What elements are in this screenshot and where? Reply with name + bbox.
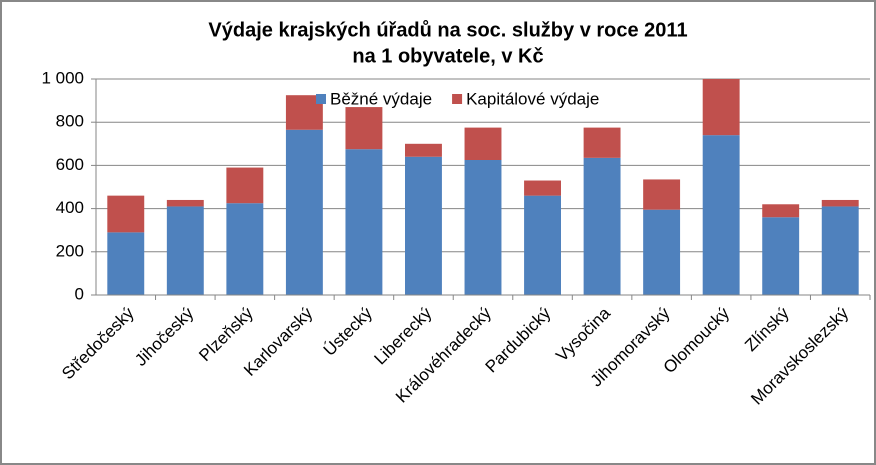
bar-segment: [821, 199, 859, 207]
bar-segment: [166, 206, 204, 295]
chart-title: Výdaje krajských úřadů na soc. služby v …: [208, 19, 687, 41]
y-tick-label: 1 000: [41, 68, 84, 87]
bar-segment: [405, 143, 442, 157]
bar-segment: [643, 179, 681, 210]
bar-segment: [226, 203, 264, 295]
y-tick-label: 800: [56, 112, 84, 131]
bar-segment: [226, 167, 264, 204]
y-tick-label: 0: [75, 284, 84, 303]
bar-segment: [464, 127, 502, 160]
legend-swatch: [316, 94, 326, 104]
bar-segment: [643, 209, 681, 295]
bar-segment: [107, 232, 145, 295]
bar-segment: [464, 160, 502, 295]
chart-title: na 1 obyvatele, v Kč: [352, 45, 543, 67]
bar-segment: [583, 157, 621, 295]
bar-segment: [762, 217, 800, 295]
bar-segment: [524, 180, 561, 196]
y-tick-label: 200: [56, 241, 84, 260]
bar-segment: [583, 127, 621, 158]
bar-segment: [524, 195, 561, 295]
bar-segment: [107, 195, 145, 233]
legend-label: Běžné výdaje: [330, 89, 432, 108]
bar-segment: [166, 199, 204, 207]
bar-segment: [345, 107, 383, 150]
bar-segment: [821, 206, 859, 295]
bar-segment: [345, 149, 383, 295]
bar-segment: [405, 156, 442, 295]
legend-label: Kapitálové výdaje: [466, 89, 599, 108]
bar-segment: [762, 204, 800, 218]
y-tick-label: 400: [56, 198, 84, 217]
bar-segment: [702, 79, 740, 136]
bar-segment: [702, 135, 740, 295]
legend-swatch: [452, 94, 463, 104]
bar-segment: [285, 129, 323, 295]
y-tick-label: 600: [56, 155, 84, 174]
